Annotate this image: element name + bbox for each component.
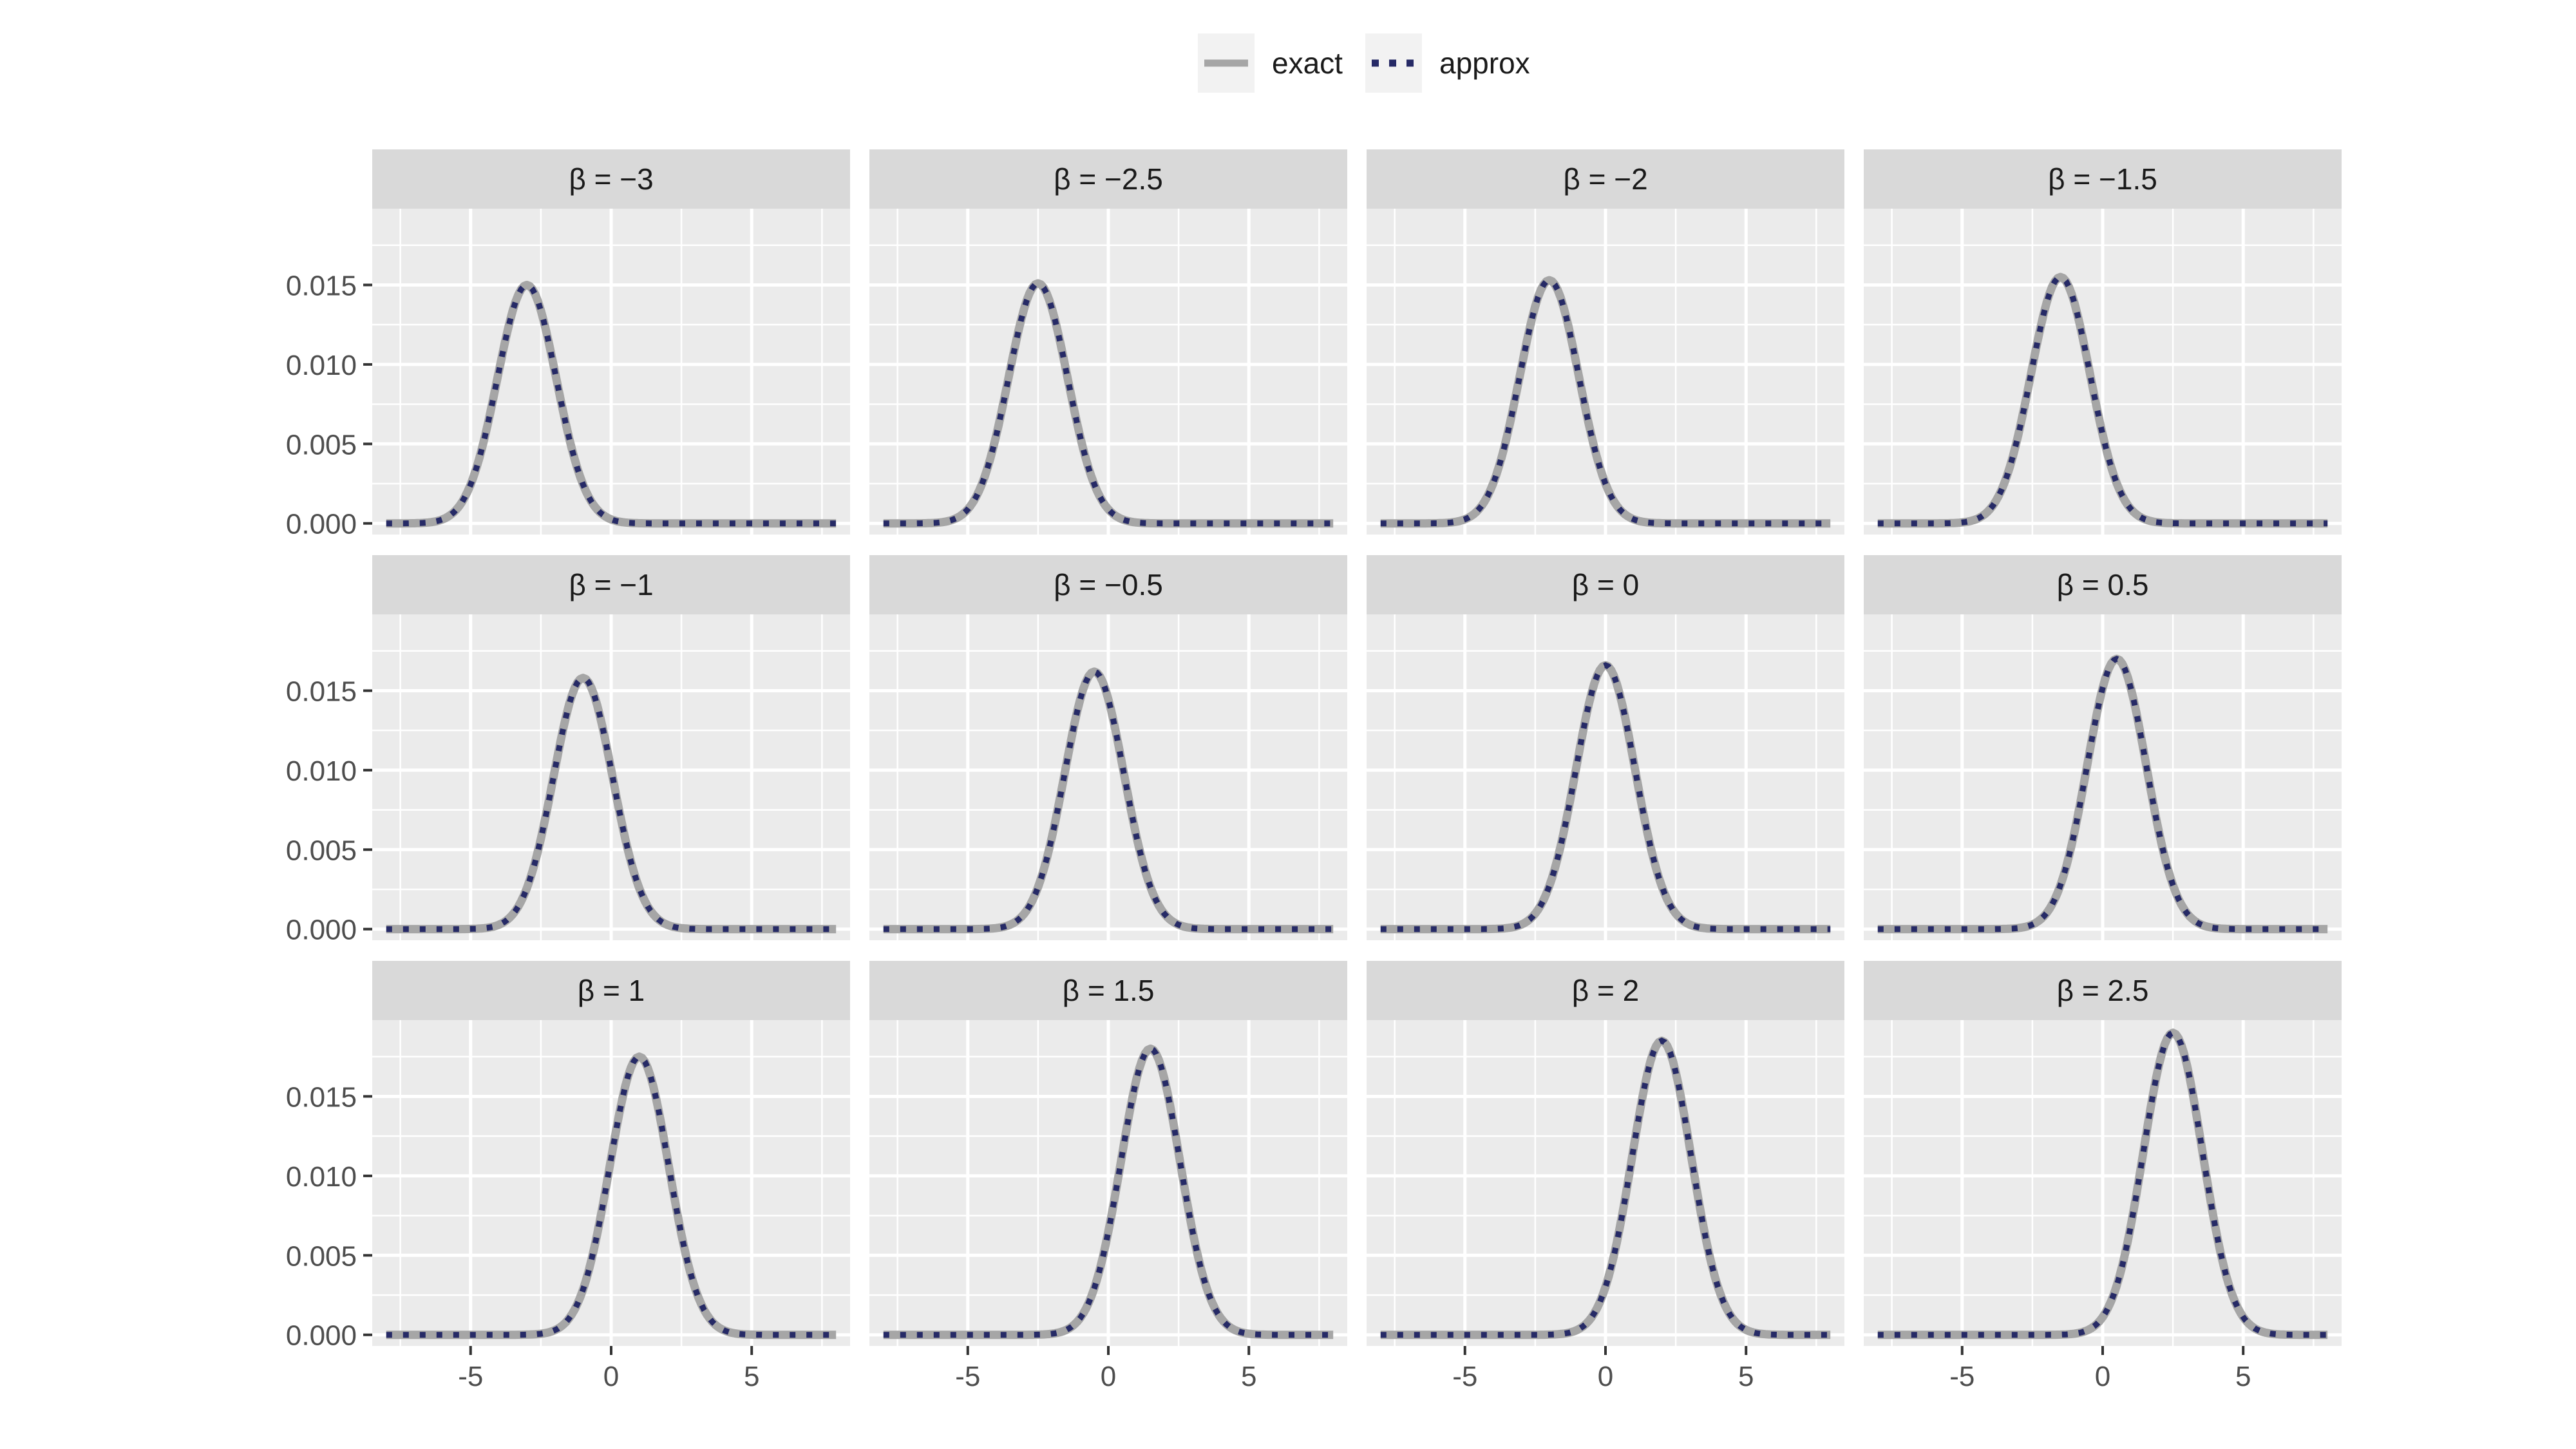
panel-grid bbox=[372, 614, 850, 940]
facet-strip bbox=[1367, 555, 1844, 614]
facet-strip bbox=[869, 961, 1347, 1020]
facet-strip bbox=[1864, 961, 2342, 1020]
series-exact-line bbox=[384, 281, 838, 528]
y-axis: 0.000 0.005 0.010 0.015 bbox=[286, 676, 372, 946]
x-tick-label: 5 bbox=[1241, 1361, 1256, 1392]
legend-item-approx: approx bbox=[1365, 33, 1530, 93]
x-axis: -5 0 5 bbox=[458, 1346, 759, 1392]
facet-strip-label: β = −3 bbox=[569, 162, 653, 196]
facet-strip-label: β = −0.5 bbox=[1054, 568, 1163, 601]
series-exact-line bbox=[882, 667, 1335, 934]
series-approx-line bbox=[883, 280, 1334, 527]
series-approx-line bbox=[386, 674, 837, 933]
x-axis: -5 0 5 bbox=[1452, 1346, 1754, 1392]
facet-panel: β = −0.5 bbox=[869, 555, 1347, 940]
series-approx-line bbox=[386, 1053, 837, 1338]
facet-strip-label: β = 2.5 bbox=[2057, 974, 2149, 1007]
panel-grid bbox=[1864, 1020, 2342, 1346]
x-tick-label: -5 bbox=[955, 1361, 980, 1392]
facet-panel: β = −3 0.000 0.005 0.010 0.015 bbox=[286, 149, 850, 540]
facet-strip bbox=[1367, 149, 1844, 209]
series-exact-line bbox=[1876, 1028, 2329, 1340]
facet-panel: β = −2 bbox=[1367, 149, 1844, 535]
y-tick-label: 0.015 bbox=[286, 676, 357, 707]
facet-strip-label: β = 2 bbox=[1572, 974, 1639, 1007]
x-axis: -5 0 5 bbox=[955, 1346, 1256, 1392]
x-tick-label: 0 bbox=[603, 1361, 619, 1392]
y-tick-label: 0.000 bbox=[286, 914, 357, 946]
x-tick-label: 5 bbox=[2235, 1361, 2251, 1392]
facet-panel: β = 1.5 -5 0 5 bbox=[869, 961, 1347, 1392]
legend: exact approx bbox=[1198, 33, 1530, 93]
x-tick-label: 0 bbox=[1598, 1361, 1613, 1392]
facet-strip bbox=[372, 961, 850, 1020]
facet-panel: β = 0 bbox=[1367, 555, 1844, 940]
series-approx-line bbox=[1380, 662, 1831, 933]
x-tick-label: 0 bbox=[2095, 1361, 2110, 1392]
facet-strip-label: β = −2 bbox=[1563, 162, 1647, 196]
legend-label: approx bbox=[1439, 46, 1530, 80]
facet-strip bbox=[869, 555, 1347, 614]
facet-strip bbox=[1367, 961, 1844, 1020]
legend-label: exact bbox=[1272, 46, 1343, 80]
facet-strip bbox=[869, 149, 1347, 209]
facet-strip bbox=[1864, 149, 2342, 209]
x-tick-label: 5 bbox=[744, 1361, 759, 1392]
facet-panels: β = −3 0.000 0.005 0.010 0.015 β = −2.5 β = −2… bbox=[286, 149, 2342, 1392]
x-tick-label: -5 bbox=[1452, 1361, 1477, 1392]
y-tick-label: 0.010 bbox=[286, 755, 357, 787]
y-tick-label: 0.005 bbox=[286, 1240, 357, 1272]
series-approx-line bbox=[1380, 1037, 1831, 1338]
facet-panel: β = −1.5 bbox=[1864, 149, 2342, 535]
legend-item-exact: exact bbox=[1198, 33, 1343, 93]
facet-panel: β = 1 0.000 0.005 0.010 0.015 -5 0 5 bbox=[286, 961, 850, 1392]
facet-strip-label: β = −2.5 bbox=[1054, 162, 1163, 196]
series-exact-line bbox=[1876, 272, 2329, 528]
facet-panel: β = −2.5 bbox=[869, 149, 1347, 535]
x-axis: -5 0 5 bbox=[1949, 1346, 2251, 1392]
y-tick-label: 0.005 bbox=[286, 429, 357, 460]
panel-grid bbox=[372, 209, 850, 535]
facet-strip-label: β = 1 bbox=[578, 974, 645, 1007]
facet-panel: β = 2.5 -5 0 5 bbox=[1864, 961, 2342, 1392]
panel-grid bbox=[869, 209, 1347, 535]
facet-strip bbox=[372, 149, 850, 209]
y-tick-label: 0.010 bbox=[286, 350, 357, 381]
y-tick-label: 0.005 bbox=[286, 835, 357, 866]
panel-grid bbox=[869, 1020, 1347, 1346]
facet-strip bbox=[372, 555, 850, 614]
y-tick-label: 0.015 bbox=[286, 1081, 357, 1113]
y-axis: 0.000 0.005 0.010 0.015 bbox=[286, 1081, 372, 1352]
facet-strip-label: β = 1.5 bbox=[1063, 974, 1155, 1007]
y-tick-label: 0.000 bbox=[286, 1320, 357, 1352]
facet-panel: β = 2 -5 0 5 bbox=[1367, 961, 1844, 1392]
x-tick-label: 0 bbox=[1101, 1361, 1116, 1392]
y-axis: 0.000 0.005 0.010 0.015 bbox=[286, 270, 372, 540]
x-tick-label: -5 bbox=[458, 1361, 483, 1392]
y-tick-label: 0.000 bbox=[286, 509, 357, 540]
panel-grid bbox=[1367, 1020, 1844, 1346]
facet-strip-label: β = 0 bbox=[1572, 568, 1639, 601]
y-tick-label: 0.015 bbox=[286, 270, 357, 301]
facet-strip-label: β = −1 bbox=[569, 568, 653, 601]
facet-strip-label: β = −1.5 bbox=[2048, 162, 2157, 196]
series-approx-line bbox=[883, 1045, 1334, 1338]
facet-strip-label: β = 0.5 bbox=[2057, 568, 2149, 601]
facet-strip bbox=[1864, 555, 2342, 614]
x-tick-label: 5 bbox=[1738, 1361, 1754, 1392]
series-approx-line bbox=[1380, 277, 1831, 527]
series-approx-line bbox=[1877, 656, 2328, 933]
x-tick-label: -5 bbox=[1949, 1361, 1975, 1392]
facet-panel: β = 0.5 bbox=[1864, 555, 2342, 940]
facet-panel: β = −1 0.000 0.005 0.010 0.015 bbox=[286, 555, 850, 946]
y-tick-label: 0.010 bbox=[286, 1161, 357, 1193]
